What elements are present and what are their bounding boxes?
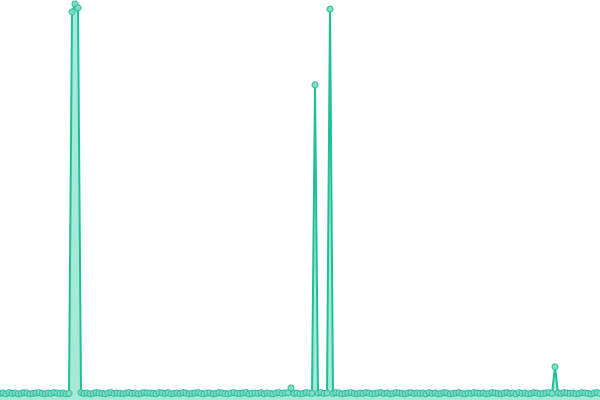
data-point	[68, 8, 76, 16]
data-point	[551, 363, 559, 371]
data-point	[548, 389, 556, 397]
data-point	[287, 384, 295, 392]
data-point	[596, 389, 600, 397]
area-fill	[0, 4, 600, 400]
data-point	[308, 389, 316, 397]
data-point	[65, 389, 73, 397]
data-point	[311, 81, 319, 89]
data-point	[74, 4, 82, 12]
data-point	[323, 389, 331, 397]
data-point	[326, 5, 334, 13]
